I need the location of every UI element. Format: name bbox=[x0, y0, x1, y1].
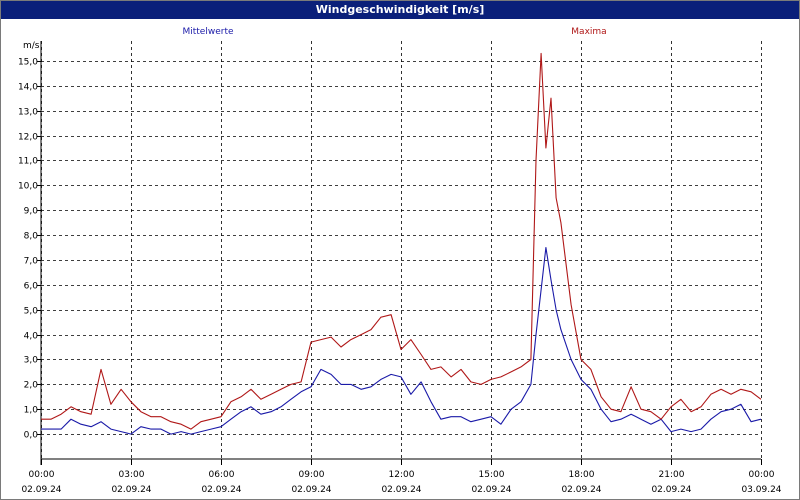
x-tick-date: 02.09.24 bbox=[561, 485, 601, 495]
y-tick-label: 12,0 bbox=[18, 133, 38, 143]
x-tick-date: 02.09.24 bbox=[381, 485, 421, 495]
series-lines bbox=[41, 52, 762, 435]
y-tick-label: 11,0 bbox=[18, 157, 38, 167]
x-tick-time: 09:00 bbox=[299, 470, 325, 480]
y-tick-label: 8,0 bbox=[24, 232, 39, 242]
y-tick-label: 10,0 bbox=[18, 182, 38, 192]
x-tick-time: 15:00 bbox=[479, 470, 505, 480]
x-axis: 00:00 02.09.24 03:00 02.09.24 06:00 02.09.24 0… bbox=[21, 459, 782, 495]
y-tick-label: 7,0 bbox=[24, 257, 39, 267]
y-tick-label: 4,0 bbox=[24, 332, 39, 342]
x-tick-date: 02.09.24 bbox=[201, 485, 241, 495]
y-axis-label: m/s bbox=[23, 41, 40, 51]
x-tick-time: 18:00 bbox=[569, 470, 595, 480]
x-tick-date: 02.09.24 bbox=[471, 485, 511, 495]
y-tick-label: 14,0 bbox=[18, 83, 38, 93]
series-line-mean bbox=[41, 246, 762, 435]
x-tick-date: 02.09.24 bbox=[651, 485, 691, 495]
y-axis: 0,0 1,0 2,0 3,0 4,0 5,0 6,0 7,0 8,0 9,0 10,0 11,0 12… bbox=[18, 58, 41, 441]
y-tick-label: 9,0 bbox=[24, 207, 39, 217]
x-tick-date: 02.09.24 bbox=[291, 485, 331, 495]
y-tick-label: 15,0 bbox=[18, 58, 38, 68]
legend-max: Maxima bbox=[571, 27, 606, 37]
y-tick-label: 2,0 bbox=[24, 381, 39, 391]
y-tick-label: 3,0 bbox=[24, 356, 39, 366]
legend-mean: Mittelwerte bbox=[182, 27, 233, 37]
x-tick-time: 21:00 bbox=[659, 470, 685, 480]
y-tick-label: 6,0 bbox=[24, 282, 39, 292]
y-tick-label: 0,0 bbox=[24, 431, 39, 441]
series-line-max bbox=[41, 52, 762, 430]
x-tick-date: 03.09.24 bbox=[741, 485, 781, 495]
x-tick-time: 00:00 bbox=[29, 470, 55, 480]
x-tick-time: 00:00 bbox=[749, 470, 775, 480]
y-tick-label: 5,0 bbox=[24, 307, 39, 317]
y-tick-label: 13,0 bbox=[18, 108, 38, 118]
x-tick-date: 02.09.24 bbox=[21, 485, 61, 495]
x-tick-date: 02.09.24 bbox=[111, 485, 151, 495]
chart-title: Windgeschwindigkeit [m/s] bbox=[1, 1, 799, 19]
x-tick-time: 03:00 bbox=[119, 470, 145, 480]
x-tick-time: 06:00 bbox=[209, 470, 235, 480]
x-tick-time: 12:00 bbox=[389, 470, 415, 480]
y-tick-label: 1,0 bbox=[24, 406, 39, 416]
grid bbox=[40, 41, 762, 465]
